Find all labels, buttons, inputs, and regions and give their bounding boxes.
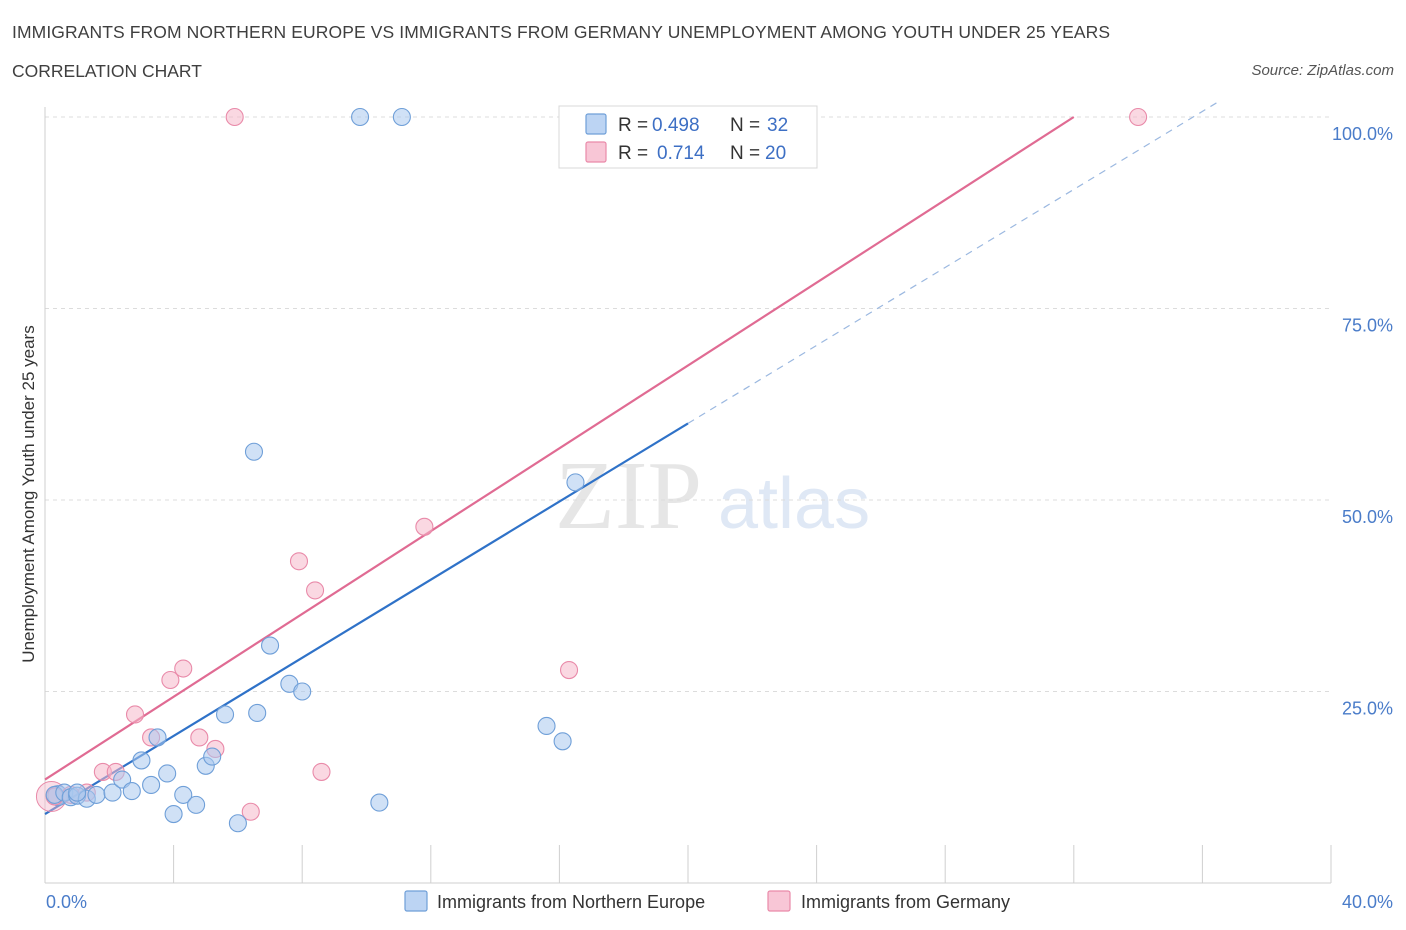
legend-n-label-1: N = [730, 115, 760, 136]
x-tick-label-min: 0.0% [46, 892, 87, 912]
point-northern-europe-6 [103, 783, 122, 802]
point-northern-europe-5 [87, 785, 106, 804]
legend-n-label-2: N = [730, 143, 760, 164]
point-northern-europe-29 [553, 732, 572, 751]
point-germany-12 [289, 552, 309, 571]
point-northern-europe-17 [203, 747, 222, 766]
legend-r-label-1: R = [618, 115, 648, 136]
point-northern-europe-10 [142, 775, 161, 795]
legend-n-value-1: 32 [767, 115, 788, 136]
point-germany-7 [161, 670, 180, 690]
series-legend-swatch-germany [767, 890, 791, 912]
y-tick-label-1: 50.0% [1342, 507, 1393, 527]
point-northern-europe-15 [187, 795, 206, 814]
point-germany-16 [415, 517, 434, 536]
chart-subtitle: CORRELATION CHART [12, 61, 202, 81]
chart-title: IMMIGRANTS FROM NORTHERN EUROPE VS IMMIG… [12, 22, 1111, 42]
legend-n-value-2: 20 [765, 143, 786, 164]
x-tick-labels: 0.0% 40.0% [46, 892, 1393, 912]
point-northern-europe-11 [148, 728, 167, 747]
trend-line-germany [44, 116, 1075, 781]
x-tick-label-max: 40.0% [1342, 892, 1393, 912]
point-northern-europe-19 [228, 814, 247, 833]
point-northern-europe-14 [174, 785, 193, 804]
watermark: ZIP atlas [555, 442, 870, 550]
point-germany-9 [190, 728, 209, 747]
legend-r-value-1: 0.498 [652, 115, 700, 136]
y-axis-label: Unemployment Among Youth under 25 years [19, 325, 38, 662]
point-northern-europe-8 [122, 782, 141, 801]
point-northern-europe-27 [392, 107, 411, 127]
y-tick-labels: 25.0% 50.0% 75.0% 100.0% [1332, 124, 1393, 719]
point-northern-europe-22 [260, 636, 280, 655]
point-northern-europe-12 [158, 764, 177, 783]
point-germany-11 [241, 802, 260, 821]
point-northern-europe-28 [537, 716, 556, 736]
stats-legend-swatch-blue [585, 113, 607, 135]
point-germany-17 [559, 661, 579, 680]
point-northern-europe-13 [164, 805, 183, 824]
stats-legend-swatch-pink [585, 141, 607, 163]
point-germany-15 [225, 107, 244, 127]
grid-lines [45, 116, 1331, 692]
y-tick-label-2: 75.0% [1342, 316, 1393, 336]
series-legend-label-northern-europe: Immigrants from Northern Europe [437, 892, 705, 912]
y-tick-label-3: 100.0% [1332, 124, 1393, 144]
legend-r-value-2: 0.714 [657, 143, 705, 164]
axes [44, 107, 1332, 884]
y-tick-label-0: 25.0% [1342, 699, 1393, 719]
series-legend-swatch-northern-europe [404, 890, 428, 912]
point-northern-europe-21 [248, 703, 267, 722]
legend-r-label-2: R = [618, 143, 648, 164]
point-northern-europe-18 [215, 705, 235, 724]
point-northern-europe-20 [244, 442, 264, 461]
point-northern-europe-31 [68, 783, 87, 802]
point-germany-8 [174, 659, 193, 678]
point-germany-14 [312, 762, 331, 781]
chart-source: Source: ZipAtlas.com [1251, 62, 1394, 79]
point-germany-5 [125, 705, 145, 724]
watermark-atlas: atlas [718, 464, 870, 544]
stats-legend: R = 0.498 N = 32 R = 0.714 N = 20 [558, 105, 818, 169]
point-northern-europe-24 [293, 682, 312, 701]
point-germany-19 [1129, 107, 1148, 127]
point-northern-europe-30 [566, 473, 585, 492]
series-legend: Immigrants from Northern Europe Immigran… [404, 890, 1010, 912]
series-legend-label-germany: Immigrants from Germany [801, 892, 1010, 912]
watermark-zip: ZIP [555, 442, 702, 550]
data-points [35, 107, 1148, 833]
point-northern-europe-26 [370, 793, 389, 812]
point-germany-13 [306, 581, 325, 600]
point-northern-europe-9 [132, 751, 151, 770]
point-northern-europe-25 [351, 107, 370, 127]
